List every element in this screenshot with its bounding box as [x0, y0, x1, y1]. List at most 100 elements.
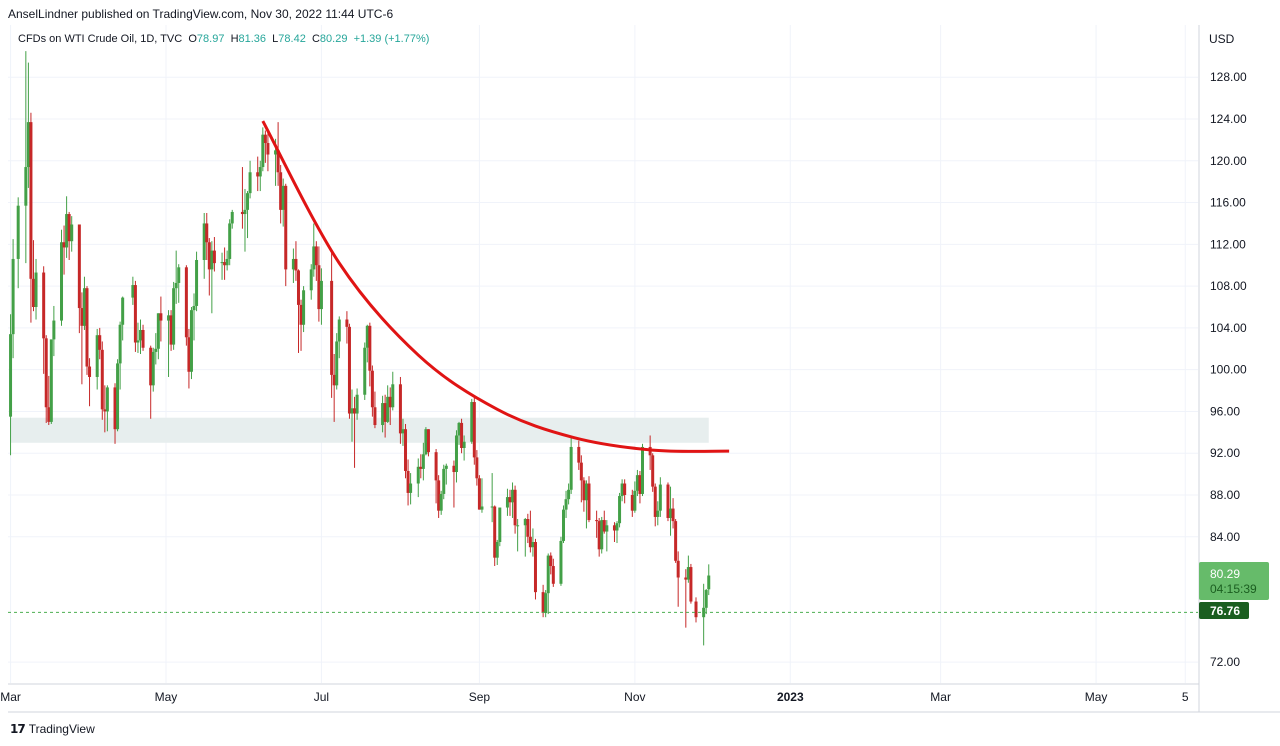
candle-body	[612, 525, 616, 531]
candle-body	[549, 555, 553, 567]
candle-body	[317, 265, 321, 310]
candle-body	[65, 214, 69, 248]
candle-body	[44, 338, 48, 408]
open-label: O	[188, 33, 197, 45]
last-price-value: 80.29	[1210, 567, 1240, 581]
candle-body	[577, 446, 581, 463]
candle-body	[116, 363, 120, 430]
candle-body	[332, 374, 336, 386]
candle-body	[363, 347, 367, 395]
line-price-bg	[1199, 602, 1249, 619]
time-tick-label: Jul	[314, 690, 329, 704]
candle-body	[335, 341, 339, 386]
candle-body	[261, 134, 265, 168]
candle-body	[419, 466, 423, 469]
candle-body	[312, 246, 316, 270]
candle-body	[67, 214, 71, 242]
candle-body	[526, 519, 530, 537]
price-tick-label: 124.00	[1210, 112, 1247, 126]
price-tick-label: 96.00	[1210, 404, 1240, 418]
grid	[8, 25, 1198, 683]
currency-label[interactable]: USD	[1209, 32, 1235, 46]
candle-body	[141, 329, 145, 348]
candle-body	[77, 224, 81, 309]
candle-body	[508, 497, 512, 503]
candle-body	[258, 167, 262, 177]
candle-body	[156, 313, 160, 349]
candle-body	[294, 258, 298, 271]
time-tick-label: May	[1085, 690, 1108, 704]
candle-body	[439, 493, 443, 511]
candle-body	[544, 593, 548, 614]
candle-body	[523, 519, 527, 526]
candle-body	[189, 310, 193, 372]
candle-body	[42, 272, 46, 339]
candle-body	[653, 486, 657, 517]
candle-body	[426, 429, 430, 453]
price-tick-label: 72.00	[1210, 655, 1240, 669]
candle-body	[605, 525, 609, 532]
candle-body	[202, 223, 206, 260]
candle-body	[210, 250, 214, 270]
tradingview-footer[interactable]: 17 TradingView	[10, 722, 95, 736]
candle-body	[276, 150, 280, 173]
candle-body	[635, 475, 639, 491]
candle-body	[353, 408, 357, 414]
candle-body	[559, 540, 563, 584]
candle-body	[656, 510, 660, 517]
candle-body	[567, 489, 571, 500]
candle-body	[34, 272, 38, 307]
candle-body	[383, 403, 387, 422]
candle-body	[309, 269, 313, 291]
candle-body	[493, 506, 497, 558]
candle-body	[330, 280, 334, 375]
candle-body	[136, 340, 140, 343]
candle-body	[24, 167, 28, 206]
candle-body	[263, 134, 267, 144]
candle-body	[246, 193, 250, 210]
high-label: H	[230, 33, 239, 45]
candle-body	[386, 396, 390, 422]
candle-body	[337, 319, 341, 342]
candle-body	[452, 465, 456, 473]
candle-body	[133, 285, 137, 343]
candle-body	[546, 555, 550, 594]
candle-body	[220, 262, 224, 264]
candle-body	[139, 329, 143, 341]
candle-body	[296, 270, 300, 305]
candle-body	[299, 304, 303, 325]
candle-body	[88, 366, 92, 377]
candle-body	[401, 429, 405, 434]
candle-body	[623, 483, 627, 495]
candle-body	[131, 285, 135, 298]
symbol-legend[interactable]: CFDs on WTI Crude Oil, 1D, TVC O78.97 H8…	[18, 33, 429, 45]
price-tick-label: 104.00	[1210, 321, 1247, 335]
candle-body	[347, 326, 351, 414]
candle-body	[113, 387, 117, 430]
candle-body	[454, 435, 458, 473]
candle-body	[350, 408, 354, 414]
candle-body	[187, 337, 191, 372]
candle-body	[569, 446, 573, 490]
candle-body	[472, 402, 476, 458]
candle-body	[388, 396, 392, 408]
price-axis: 128.00 124.00 120.00 116.00 112.00 108.00 104.…	[1210, 70, 1247, 669]
candle-body	[602, 520, 606, 532]
resistance-curve	[261, 120, 730, 453]
low-value: 78.42	[278, 33, 306, 45]
price-tick-label: 108.00	[1210, 279, 1247, 293]
high-value: 81.36	[238, 33, 267, 45]
candle-body	[528, 536, 532, 548]
time-tick-label: Mar	[930, 690, 951, 704]
line-price-label: 76.76	[1199, 602, 1249, 619]
candle-body	[600, 520, 604, 550]
candle-body	[674, 521, 678, 561]
candle-body	[516, 525, 520, 527]
candle-body	[689, 567, 693, 602]
candle-body	[243, 209, 247, 215]
candle-body	[676, 560, 680, 578]
candle-body	[651, 455, 655, 487]
price-tick-label: 92.00	[1210, 446, 1240, 460]
candle-body	[240, 211, 244, 215]
